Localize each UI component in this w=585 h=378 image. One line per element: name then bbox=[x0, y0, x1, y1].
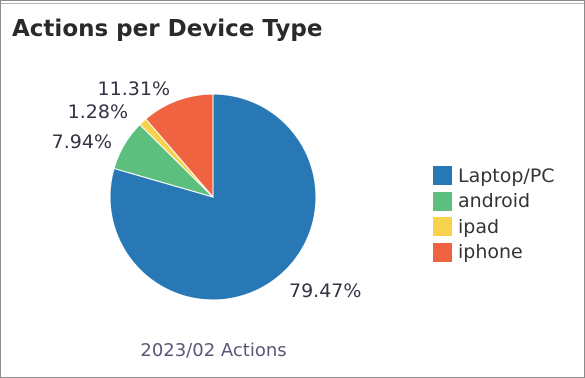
legend-item-android[interactable]: android bbox=[433, 189, 555, 215]
slice-value-label: 1.28% bbox=[68, 101, 128, 123]
slice-value-label: 11.31% bbox=[98, 78, 170, 100]
legend-label: ipad bbox=[458, 215, 500, 238]
legend-label: iphone bbox=[458, 241, 523, 264]
slice-value-label: 79.47% bbox=[289, 280, 361, 302]
legend-swatch bbox=[433, 166, 452, 186]
legend-item-ipad[interactable]: ipad bbox=[433, 214, 555, 240]
chart-legend: Laptop/PC android ipad iphone bbox=[433, 163, 555, 265]
pie-labels: 79.47% 7.94% 1.28%11.31% bbox=[52, 78, 362, 302]
legend-label: android bbox=[458, 190, 531, 213]
slice-value-label: 7.94% bbox=[52, 131, 112, 153]
pie-slice-iphone[interactable] bbox=[145, 93, 214, 199]
legend-item-laptop-pc[interactable]: Laptop/PC bbox=[433, 163, 555, 189]
pie-slices bbox=[109, 93, 317, 301]
legend-swatch bbox=[433, 217, 452, 237]
legend-swatch bbox=[433, 191, 452, 211]
chart-title: Actions per Device Type bbox=[12, 16, 323, 42]
legend-item-iphone[interactable]: iphone bbox=[433, 240, 555, 266]
legend-label: Laptop/PC bbox=[458, 164, 555, 187]
legend-swatch bbox=[433, 242, 452, 262]
card-top-border bbox=[1, 3, 584, 4]
chart-caption: 2023/02 Actions bbox=[140, 340, 287, 361]
